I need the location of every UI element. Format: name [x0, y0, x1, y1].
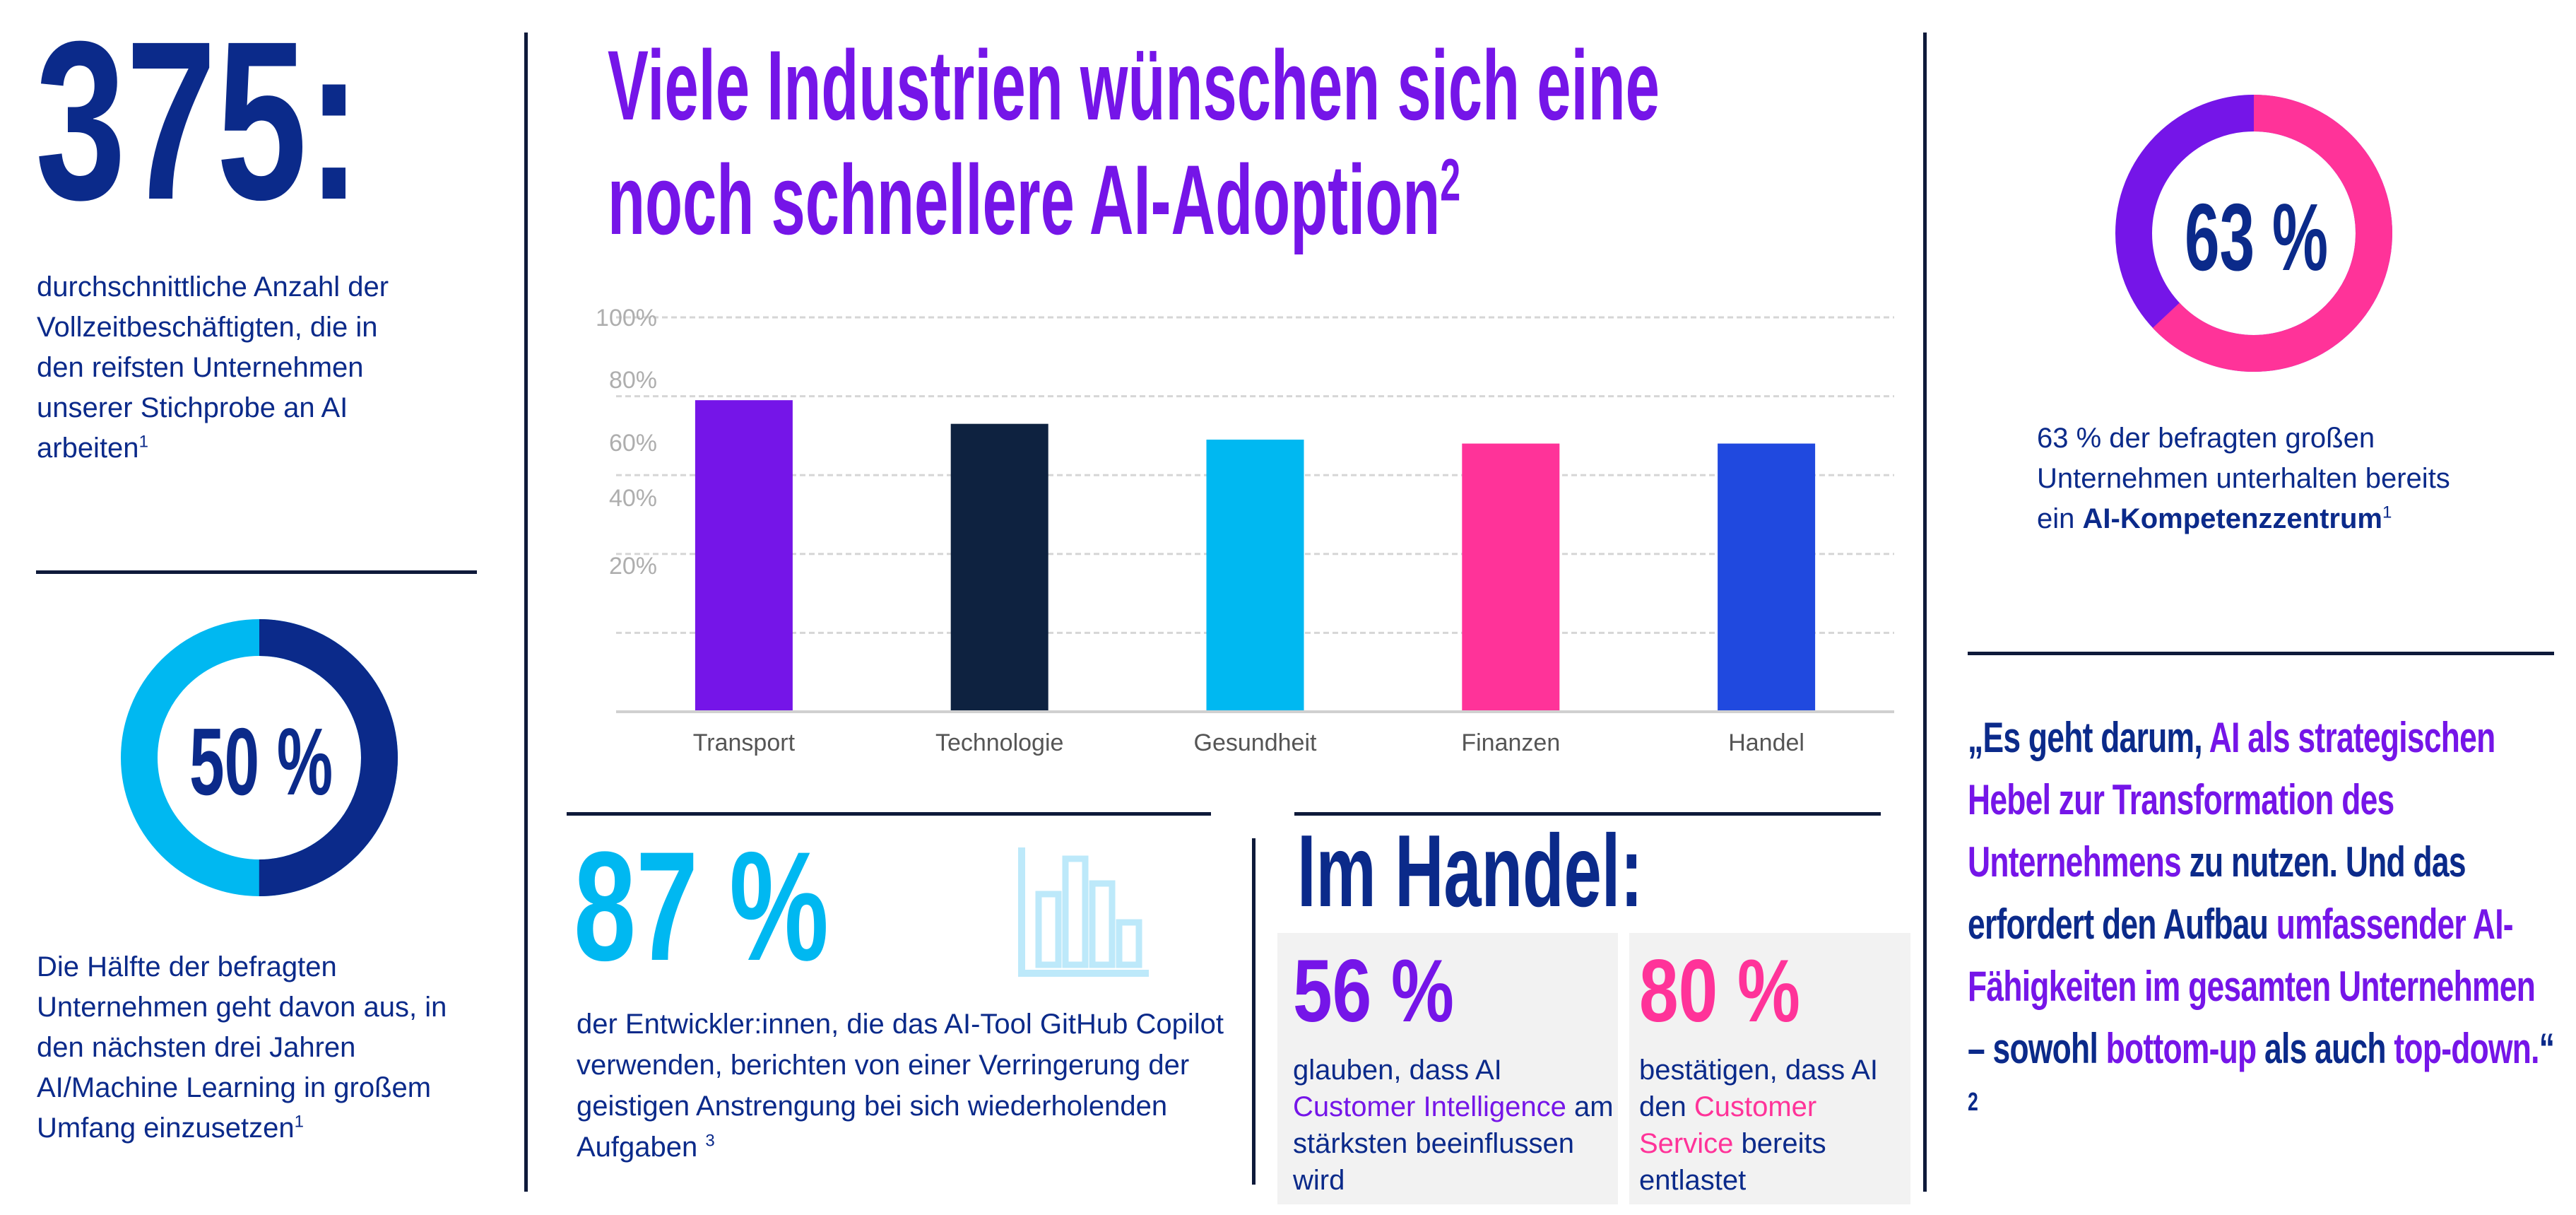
divider [36, 570, 477, 574]
y-tick-label: 80% [609, 367, 657, 394]
card-56-text: glauben, dass AI Customer Intelligence a… [1293, 1052, 1618, 1199]
bar-handel [1718, 443, 1816, 712]
bar-gesundheit [1206, 439, 1304, 712]
stat-87-text: der Entwickler:innen, die das AI-Tool Gi… [577, 1004, 1234, 1168]
column-divider-right [1923, 33, 1927, 1192]
x-tick-label: Handel [1728, 729, 1804, 756]
quote-text: “ [2539, 1025, 2555, 1072]
divider [567, 812, 1211, 816]
donut-63-description: 63 % der befragten großen Unternehmen un… [2037, 423, 2450, 534]
quote-text: zu nutzen. Und das erfordert den Aufbau [1968, 838, 2466, 948]
big-number: 375: [35, 0, 362, 247]
title-line-1: Viele Industrien wünschen sich eine [608, 30, 1660, 141]
bar-finanzen [1462, 443, 1560, 712]
divider [1968, 652, 2554, 655]
stat-87-description: der Entwickler:innen, die das AI-Tool Gi… [577, 1009, 1224, 1163]
card-56-number: 56 % [1293, 942, 1454, 1040]
x-tick-label: Transport [693, 729, 796, 756]
footnote: 1 [138, 432, 148, 452]
card-80: 80 % bestätigen, dass AI den Customer Se… [1629, 933, 1910, 1204]
stat-87-number: 87 % [574, 819, 829, 993]
footnote: 1 [2382, 503, 2392, 522]
handel-heading: Im Handel: [1297, 814, 1643, 928]
x-tick-label: Technologie [935, 729, 1063, 756]
card-80-number: 80 % [1639, 942, 1800, 1040]
page-title: Viele Industrien wünschen sich eine noch… [608, 28, 1660, 257]
y-tick-label: 100% [596, 305, 657, 331]
y-tick-label: 60% [609, 430, 657, 457]
y-tick-label: 40% [609, 485, 657, 512]
bar-chart-icon [1018, 847, 1149, 977]
footnote: 2 [1968, 1087, 1978, 1116]
title-line-2: noch schnellere AI-Adoption [608, 144, 1441, 255]
big-number-text: durchschnittliche Anzahl der Vollzeitbes… [37, 267, 432, 469]
footnote: 3 [705, 1131, 715, 1151]
donut-value-arc [2115, 95, 2392, 372]
donut-50-text: Die Hälfte der befragten Unternehmen geh… [37, 947, 489, 1149]
highlight-text: Customer Intelligence [1293, 1091, 1566, 1122]
x-tick-label: Finanzen [1461, 729, 1560, 756]
donut-63-bold: AI-Kompetenzzentrum [2082, 503, 2382, 534]
quote-highlight: umfassender AI-Fähigkeiten im gesamten U… [1968, 900, 2536, 1010]
quote-text: – sowohl [1968, 1025, 2106, 1072]
donut-50-label: 50 % [189, 708, 333, 815]
bar-technologie [950, 423, 1048, 712]
donut-63 [2115, 95, 2392, 372]
text: bestätigen, dass AI den [1639, 1055, 1879, 1122]
text: bereits entlastet [1639, 1128, 1826, 1196]
donut-50 [121, 619, 398, 896]
text: am stärksten beeinflussen wird [1293, 1091, 1614, 1196]
quote: „Es geht darum, AI als strategischen Heb… [1968, 707, 2558, 1142]
big-number-description: durchschnittliche Anzahl der Vollzeitbes… [37, 271, 389, 464]
donut-63-text: 63 % der befragten großen Unternehmen un… [2037, 418, 2461, 539]
highlight-text: Customer Service [1639, 1091, 1817, 1159]
quote-text: als auch [2256, 1025, 2394, 1072]
text: glauben, dass AI [1293, 1055, 1502, 1086]
footnote: 2 [1440, 146, 1461, 213]
quote-highlight: bottom-up [2105, 1025, 2257, 1072]
footnote: 1 [294, 1112, 305, 1132]
quote-highlight: top-down. [2394, 1025, 2539, 1072]
donut-63-label: 63 % [2185, 184, 2329, 290]
bar-transport [695, 400, 793, 712]
y-tick-label: 20% [609, 553, 657, 580]
column-divider-left [524, 33, 528, 1192]
card-56: 56 % glauben, dass AI Customer Intellige… [1277, 933, 1618, 1204]
quote-text: „Es geht darum, [1968, 714, 2209, 761]
quote-highlight: AI als strategischen Hebel zur Transform… [1968, 714, 2495, 886]
divider [1294, 812, 1881, 816]
card-80-text: bestätigen, dass AI den Customer Service… [1639, 1052, 1908, 1199]
donut-50-description: Die Hälfte der befragten Unternehmen geh… [37, 951, 447, 1144]
column-divider-inner [1252, 838, 1255, 1185]
x-tick-label: Gesundheit [1194, 729, 1317, 756]
donut-value-arc [121, 619, 398, 896]
